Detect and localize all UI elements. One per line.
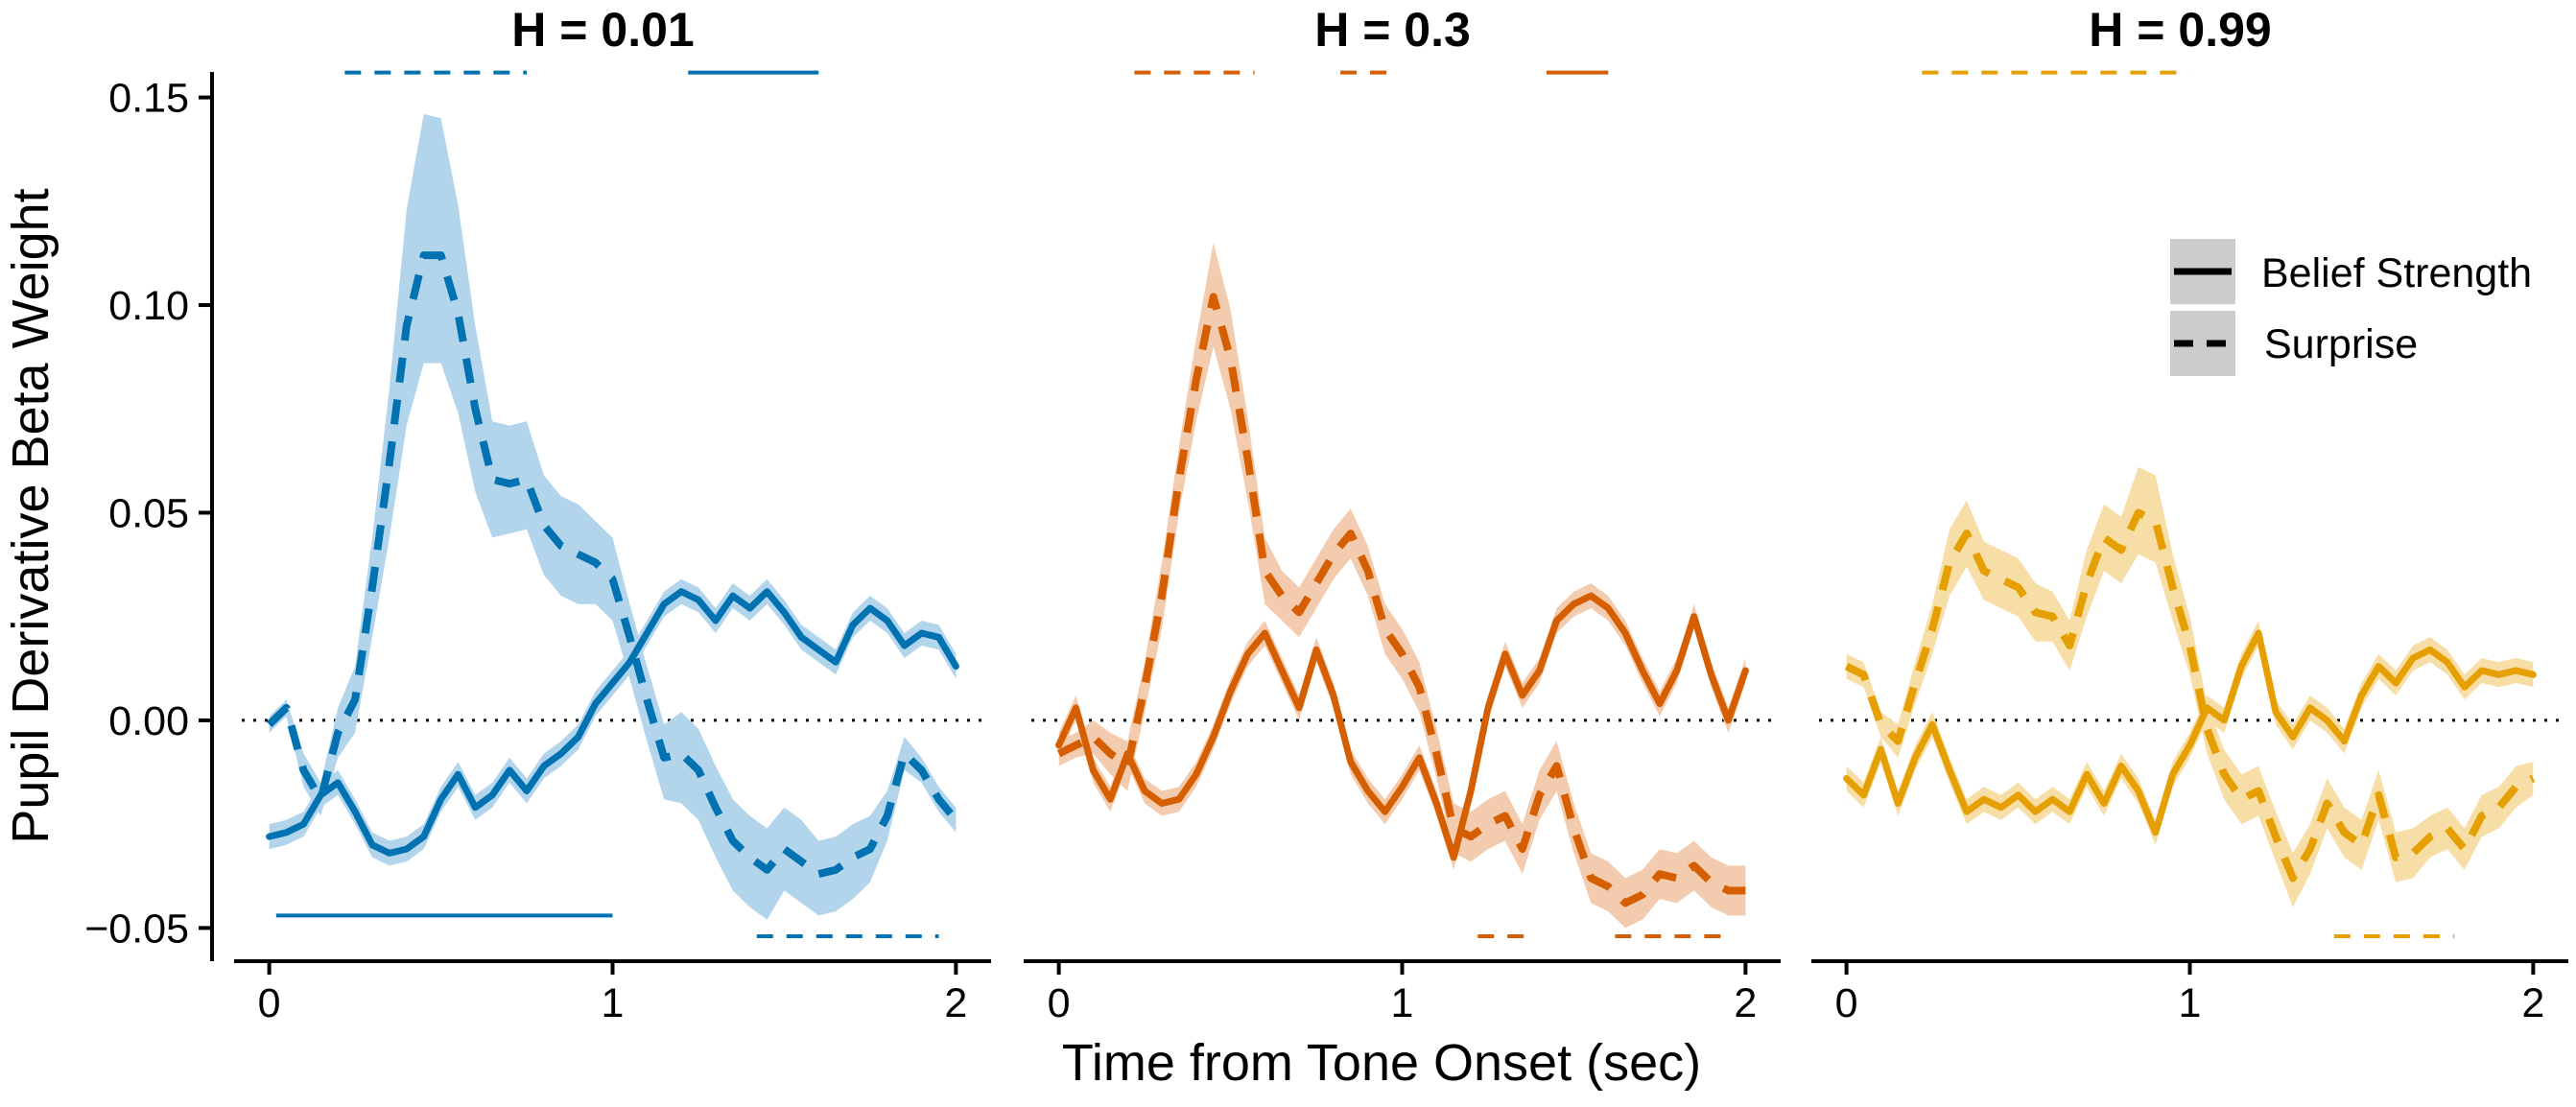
x-tick-label-2-2: 2: [1734, 980, 1757, 1026]
belief-strength-line-1: [266, 588, 959, 857]
x-tick-label-2-1: 1: [1391, 980, 1414, 1026]
surprise-line-3: [1844, 508, 2536, 883]
y-axis-title: Pupil Derivative Beta Weight: [2, 188, 59, 843]
panel-title-1: H = 0.01: [511, 3, 694, 57]
x-tick-label-3-2: 2: [2521, 980, 2544, 1026]
y-tick-label-1: 0.00: [108, 698, 189, 744]
surprise-line-2: [1056, 293, 1746, 907]
x-tick-label-1-1: 1: [602, 980, 625, 1026]
legend-label-belief-strength: Belief Strength: [2261, 250, 2532, 296]
panel-title-3: H = 0.99: [2089, 3, 2271, 57]
surprise-band-3: [1846, 466, 2534, 907]
legend-label-surprise: Surprise: [2264, 321, 2418, 367]
x-tick-label-3-1: 1: [2179, 980, 2202, 1026]
y-tick-label-4: 0.15: [108, 76, 189, 122]
panels-group: −0.05 0.00 0.05 0.10 0.15 H = 0.01 0 1 2 H = 0.3 0…: [84, 3, 2568, 1026]
x-tick-label-1-0: 0: [258, 980, 281, 1026]
panel-3: H = 0.99 0 1 2: [1811, 3, 2568, 1026]
surprise-band-2: [1058, 243, 1746, 929]
belief-band-3: [1846, 621, 2534, 845]
panel-2: H = 0.3 0 1 2: [1024, 3, 1781, 1026]
x-axis-title: Time from Tone Onset (sec): [1062, 1034, 1701, 1092]
belief-strength-line-2: [1055, 592, 1749, 861]
panel-1: H = 0.01 0 1 2: [234, 3, 991, 1026]
panel-title-2: H = 0.3: [1314, 3, 1471, 57]
x-tick-label-1-2: 2: [944, 980, 967, 1026]
belief-strength-line-3: [1843, 629, 2537, 836]
surprise-band-1: [269, 113, 957, 920]
legend: Belief Strength Surprise: [2170, 239, 2532, 376]
x-tick-label-2-0: 0: [1048, 980, 1071, 1026]
y-tick-label-2: 0.05: [108, 490, 189, 536]
y-tick-label-0: −0.05: [84, 906, 189, 952]
surprise-line-1: [266, 251, 959, 879]
x-tick-label-3-0: 0: [1835, 980, 1858, 1026]
y-tick-label-3: 0.10: [108, 283, 189, 329]
